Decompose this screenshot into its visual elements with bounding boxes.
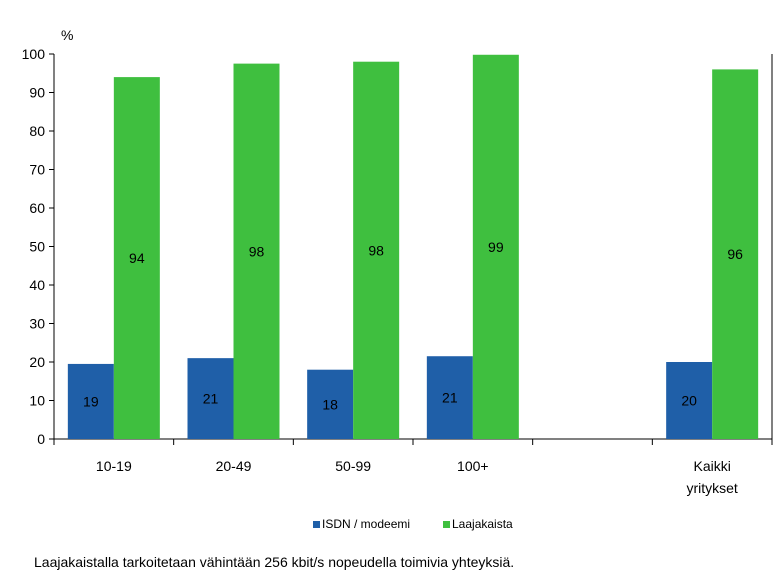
data-label: 99 bbox=[488, 239, 504, 255]
bar bbox=[712, 69, 759, 440]
bars bbox=[67, 54, 759, 440]
data-label: 21 bbox=[203, 391, 219, 407]
bar bbox=[353, 61, 400, 439]
bar bbox=[426, 356, 473, 439]
y-tick-label: 40 bbox=[29, 277, 45, 293]
y-tick-label: 100 bbox=[22, 46, 46, 62]
data-label: 98 bbox=[368, 242, 384, 258]
x-tick-label: 100+ bbox=[457, 458, 489, 474]
bar bbox=[666, 362, 713, 439]
legend-swatch bbox=[443, 521, 450, 528]
y-tick-label: 30 bbox=[29, 316, 45, 332]
data-label: 94 bbox=[129, 250, 145, 266]
bar bbox=[187, 358, 234, 439]
data-labels: 19 21 18 21 20 94 98 98 99 96 bbox=[83, 239, 743, 412]
data-label: 96 bbox=[727, 246, 743, 262]
data-label: 19 bbox=[83, 393, 99, 409]
data-label: 21 bbox=[442, 390, 458, 406]
bar bbox=[67, 363, 114, 439]
bar bbox=[472, 54, 519, 440]
y-tick-label: 20 bbox=[29, 354, 45, 370]
legend: ISDN / modeemi Laajakaista bbox=[313, 517, 513, 531]
x-tick-label: 20-49 bbox=[216, 458, 252, 474]
x-tick-label: 50-99 bbox=[335, 458, 371, 474]
data-label: 20 bbox=[681, 393, 697, 409]
x-tick-label: 10-19 bbox=[96, 458, 132, 474]
bar bbox=[307, 369, 354, 439]
legend-label: Laajakaista bbox=[452, 517, 513, 531]
y-tick-label: 80 bbox=[29, 123, 45, 139]
data-label: 98 bbox=[249, 243, 265, 259]
y-tick-label: 50 bbox=[29, 239, 45, 255]
y-tick-label: 90 bbox=[29, 85, 45, 101]
bar bbox=[233, 63, 280, 439]
y-tick-label: 60 bbox=[29, 200, 45, 216]
y-tick-label: 0 bbox=[37, 431, 45, 447]
x-tick-label: yritykset bbox=[686, 480, 737, 496]
bar bbox=[113, 77, 160, 439]
legend-label: ISDN / modeemi bbox=[322, 517, 410, 531]
y-tick-label: 10 bbox=[29, 393, 45, 409]
data-label: 18 bbox=[322, 396, 338, 412]
axes: 0 10 20 30 40 50 60 70 80 90 100% 10-19 20-49 50-99 10… bbox=[22, 27, 773, 496]
legend-swatch bbox=[313, 521, 320, 528]
y-unit-label: % bbox=[61, 27, 73, 43]
footnote: Laajakaistalla tarkoitetaan vähintään 25… bbox=[34, 554, 515, 570]
y-tick-label: 70 bbox=[29, 162, 45, 178]
x-tick-label: Kaikki bbox=[693, 458, 730, 474]
